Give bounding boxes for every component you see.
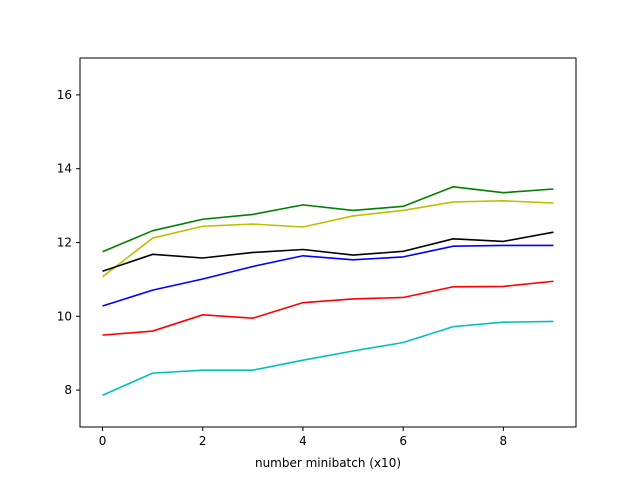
series-line-2 — [102, 200, 554, 278]
x-axis-label: number minibatch (x10) — [255, 456, 401, 470]
x-tick-label: 2 — [199, 434, 207, 448]
y-tick-label: 12 — [57, 236, 72, 250]
series-line-6 — [102, 320, 554, 397]
y-tick-label: 10 — [57, 309, 72, 323]
x-tick-label: 4 — [299, 434, 307, 448]
x-tick-label: 0 — [99, 434, 107, 448]
x-axis-ticks: 0 2 4 6 8 — [99, 427, 507, 448]
series-line-1 — [102, 185, 554, 253]
plot-frame — [79, 57, 577, 428]
series-line-3 — [102, 231, 554, 273]
series-line-5 — [102, 280, 554, 336]
x-tick-label: 8 — [500, 434, 508, 448]
series-line-4 — [102, 244, 554, 307]
y-tick-label: 8 — [64, 383, 72, 397]
y-tick-label: 16 — [57, 88, 72, 102]
series-lines — [102, 185, 554, 397]
y-axis-ticks: 8 10 12 14 16 — [57, 88, 80, 397]
y-tick-label: 14 — [57, 162, 72, 176]
x-tick-label: 6 — [399, 434, 407, 448]
